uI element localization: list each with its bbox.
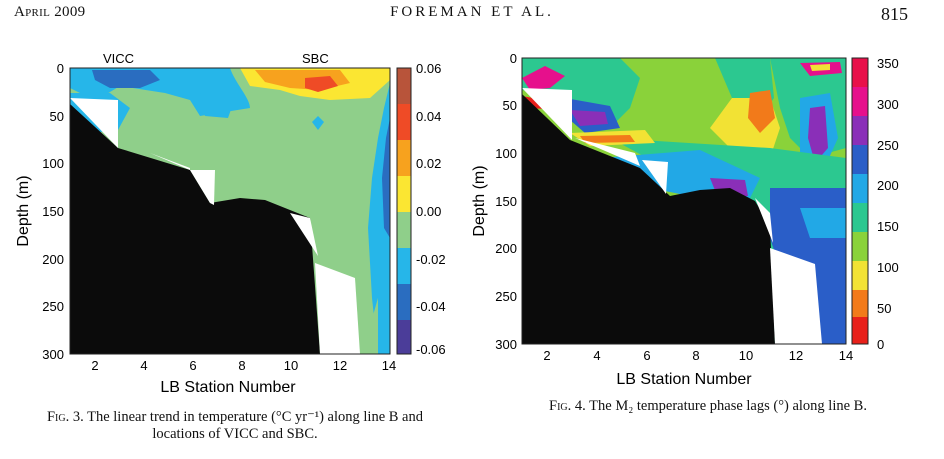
fig3-xtick: 2 (91, 358, 98, 373)
page-number: 815 (881, 4, 908, 24)
fig3-cbar-tick: -0.04 (416, 299, 446, 314)
fig4-x-ticks: 2 4 6 8 10 12 14 (543, 348, 853, 363)
fig4-y-ticks: 0 50 100 150 200 250 300 (495, 51, 517, 352)
fig3-caption-text: The linear trend in temperature (°C yr⁻¹… (87, 409, 423, 425)
figure-4: 0 50 100 150 200 250 300 2 4 6 8 10 12 1… (471, 51, 899, 388)
fig4-ytick: 150 (495, 194, 517, 209)
fig4-cbar-tick: 250 (877, 138, 899, 153)
fig4-caption: Fig. 4. The M₂ temperature phase lags (°… (478, 398, 938, 415)
fig4-ytick: 200 (495, 241, 517, 256)
fig3-cbar-tick: -0.06 (416, 342, 446, 357)
fig4-ytick: 250 (495, 289, 517, 304)
fig3-colorbar-ticks: 0.06 0.04 0.02 0.00 -0.02 -0.04 -0.06 (416, 61, 446, 357)
fig3-xtick: 10 (284, 358, 298, 373)
fig3-ytick: 0 (57, 61, 64, 76)
fig3-xtick: 6 (189, 358, 196, 373)
fig3-cbar-tick: 0.02 (416, 156, 441, 171)
fig3-cbar-tick: 0.06 (416, 61, 441, 76)
fig4-xtick: 10 (739, 348, 753, 363)
fig3-xtick: 8 (238, 358, 245, 373)
fig3-ytick: 50 (50, 109, 64, 124)
fig3-y-axis-label: Depth (m) (15, 175, 32, 246)
fig4-y-axis-label: Depth (m) (471, 165, 488, 236)
fig3-xtick: 4 (140, 358, 147, 373)
fig3-caption: Fig. 3. The linear trend in temperature … (10, 409, 460, 443)
fig3-cbar-tick: -0.02 (416, 252, 446, 267)
fig4-cbar-tick: 150 (877, 219, 899, 234)
fig3-label-sbc: SBC (302, 51, 329, 66)
fig4-cbar-tick: 50 (877, 301, 891, 316)
fig4-xtick: 8 (692, 348, 699, 363)
fig3-ytick: 200 (42, 252, 64, 267)
fig4-ytick: 0 (510, 51, 517, 66)
fig4-plot-area (521, 57, 847, 345)
fig3-cbar-tick: 0.00 (416, 204, 441, 219)
fig3-ytick: 250 (42, 299, 64, 314)
header-authors: FOREMAN ET AL. (390, 4, 554, 20)
fig4-x-axis-label: LB Station Number (616, 371, 752, 388)
fig4-cbar-tick: 300 (877, 97, 899, 112)
fig4-colorbar (851, 57, 869, 345)
fig4-cbar-tick: 0 (877, 337, 884, 352)
fig4-xtick: 2 (543, 348, 550, 363)
fig4-caption-text: The M₂ temperature phase lags (°) along … (589, 398, 867, 414)
fig4-ytick: 50 (503, 98, 517, 113)
fig4-ytick: 100 (495, 146, 517, 161)
fig3-ytick: 150 (42, 204, 64, 219)
fig4-ytick: 300 (495, 337, 517, 352)
fig4-seafloor (522, 94, 775, 344)
fig3-x-ticks: 2 4 6 8 10 12 14 (91, 358, 396, 373)
fig3-caption-text-2: locations of VICC and SBC. (152, 426, 318, 442)
fig3-x-axis-label: LB Station Number (160, 379, 296, 396)
fig3-ytick: 100 (42, 156, 64, 171)
fig3-colorbar (396, 67, 412, 355)
fig4-xtick: 6 (643, 348, 650, 363)
fig3-cbar-tick: 0.04 (416, 109, 441, 124)
fig3-y-ticks: 0 50 100 150 200 250 300 (42, 61, 64, 362)
fig4-colorbar-ticks: 350 300 250 200 150 100 50 0 (877, 56, 899, 352)
fig3-label-vicc: VICC (103, 51, 134, 66)
fig3-caption-label: Fig. 3. (46, 409, 84, 425)
fig3-xtick: 12 (333, 358, 347, 373)
header-date: April 2009 (14, 4, 86, 20)
fig4-cbar-tick: 200 (877, 178, 899, 193)
fig4-caption-label: Fig. 4. (549, 398, 586, 414)
fig4-xtick: 4 (593, 348, 600, 363)
fig4-xtick: 14 (839, 348, 853, 363)
fig4-cbar-tick: 100 (877, 260, 899, 275)
fig4-cbar-tick: 350 (877, 56, 899, 71)
fig3-seafloor (70, 104, 320, 354)
fig4-xtick: 12 (789, 348, 803, 363)
fig3-xtick: 14 (382, 358, 396, 373)
figure-3: VICC SBC 0 50 100 150 200 250 300 2 4 6 … (15, 51, 446, 396)
fig3-plot-area (69, 67, 391, 355)
fig3-ytick: 300 (42, 347, 64, 362)
